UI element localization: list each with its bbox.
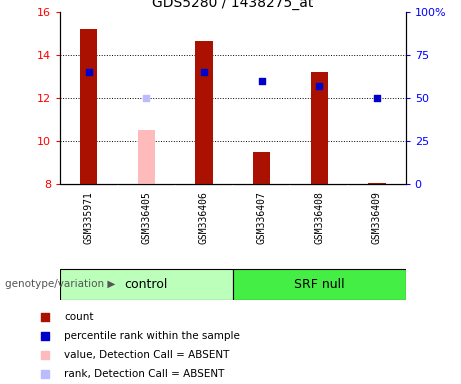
Text: GSM336406: GSM336406 xyxy=(199,191,209,244)
Bar xyxy=(311,72,328,184)
Bar xyxy=(195,41,213,184)
Text: GSM335971: GSM335971 xyxy=(84,191,94,244)
Text: control: control xyxy=(124,278,168,291)
Text: percentile rank within the sample: percentile rank within the sample xyxy=(65,331,240,341)
Point xyxy=(373,95,381,101)
Text: GSM336408: GSM336408 xyxy=(314,191,324,244)
Point xyxy=(315,83,323,89)
Text: GSM336409: GSM336409 xyxy=(372,191,382,244)
Text: GSM336407: GSM336407 xyxy=(257,191,266,244)
Point xyxy=(200,69,207,75)
Text: value, Detection Call = ABSENT: value, Detection Call = ABSENT xyxy=(65,350,230,360)
Point xyxy=(301,255,308,262)
Text: GSM336405: GSM336405 xyxy=(142,191,151,244)
Bar xyxy=(368,183,385,184)
Text: genotype/variation ▶: genotype/variation ▶ xyxy=(5,279,115,289)
Point xyxy=(301,81,308,87)
Point xyxy=(85,69,92,75)
Point xyxy=(258,78,266,84)
Bar xyxy=(80,29,97,184)
Text: SRF null: SRF null xyxy=(294,278,344,291)
Bar xyxy=(60,269,233,300)
Text: count: count xyxy=(65,312,94,322)
Title: GDS5280 / 1438275_at: GDS5280 / 1438275_at xyxy=(152,0,313,10)
Bar xyxy=(233,269,406,300)
Text: rank, Detection Call = ABSENT: rank, Detection Call = ABSENT xyxy=(65,369,225,379)
Bar xyxy=(138,130,155,184)
Bar xyxy=(253,152,270,184)
Point xyxy=(142,95,150,101)
